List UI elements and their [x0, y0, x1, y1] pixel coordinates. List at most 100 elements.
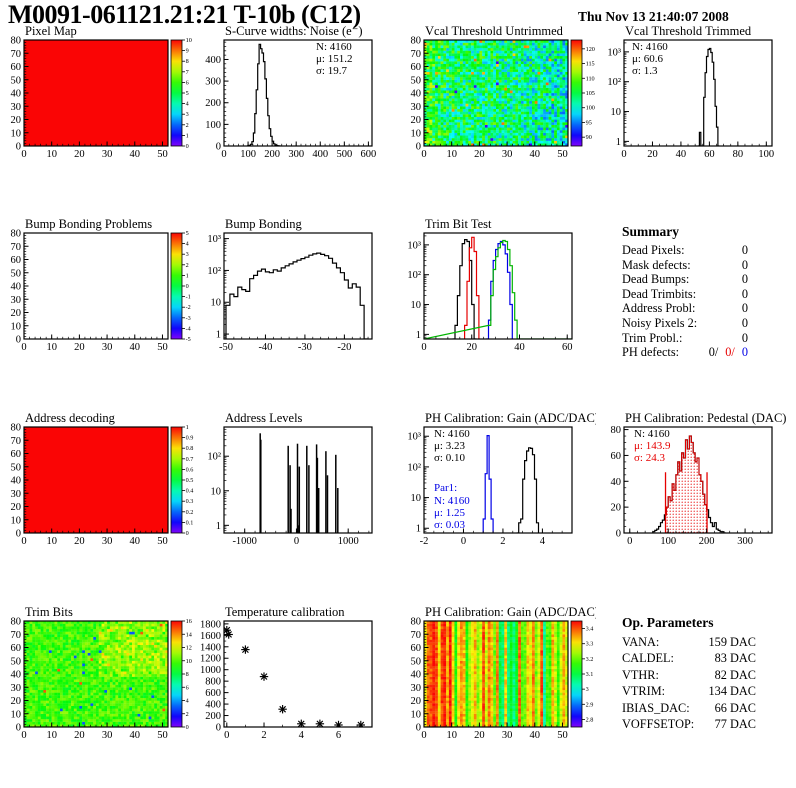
bump-bonding-problems-xtick: 20 — [74, 342, 85, 353]
ph-calibration-gain-map-ytick: 40 — [411, 670, 422, 681]
bump-bonding-problems-ytick: 40 — [11, 282, 22, 293]
summary-row-ph-defects: PH defects:0/0/0 — [622, 345, 748, 360]
scurve-noise-xtick: 0 — [221, 149, 226, 160]
bump-bonding-problems-xtick: 10 — [46, 342, 57, 353]
scurve-noise-xtick: 100 — [240, 149, 256, 160]
vcal-threshold-untrimmed-ytick: 0 — [416, 142, 421, 153]
pixel-map-colorbar-label: 3 — [186, 111, 189, 118]
bump-bonding-problems-ytick: 60 — [11, 255, 22, 266]
ph-calibration-gain-hist-stat: N: 4160 — [434, 495, 470, 507]
vcal-threshold-untrimmed-xtick: 40 — [530, 149, 541, 160]
bump-bonding-ytick: 10 — [211, 298, 222, 309]
temperature-calibration-ytick: 800 — [205, 677, 221, 688]
ph-calibration-pedestal-stat: σ: 24.3 — [634, 452, 665, 464]
summary-row-value: 0 — [742, 272, 748, 287]
vcal-threshold-untrimmed-ytick: 50 — [411, 75, 422, 86]
trim-bits-colorbar-label: 0 — [186, 724, 189, 731]
vcal-threshold-untrimmed-ytick: 60 — [411, 62, 422, 73]
op-parameters-heading: Op. Parameters — [622, 615, 756, 631]
ph-calibration-gain-map-xtick: 50 — [557, 730, 568, 741]
ph-calibration-gain-map-colorbar — [571, 621, 582, 727]
address-decoding-xtick: 0 — [21, 536, 26, 547]
bump-bonding-xtick: -50 — [219, 342, 233, 353]
ph-calibration-gain-map-ytick: 60 — [411, 643, 422, 654]
address-levels-ytick: 1 — [216, 521, 221, 532]
ph-calibration-gain-map-colorbar-label: 3.2 — [586, 656, 594, 663]
bump-bonding-problems-ytick: 80 — [11, 229, 22, 240]
ph-calibration-gain-map-title: PH Calibration: Gain (ADC/DAC) — [425, 605, 596, 619]
timestamp: Thu Nov 13 21:40:07 2008 — [578, 9, 729, 25]
ph-defects-value: 0/ — [709, 345, 719, 359]
pixel-map-ytick: 30 — [11, 102, 22, 113]
pixel-map-colorbar-label: 10 — [186, 37, 192, 44]
temperature-calibration-ytick: 1600 — [200, 631, 221, 642]
trim-bit-test-xtick: 20 — [466, 342, 477, 353]
ph-calibration-gain-map-ytick: 70 — [411, 630, 422, 641]
address-decoding-xtick: 40 — [130, 536, 141, 547]
trim-bits-colorbar-label: 16 — [186, 618, 192, 625]
ph-calibration-gain-hist-ytick: 10³ — [407, 432, 421, 443]
address-decoding-colorbar-label: 0.7 — [186, 456, 194, 463]
bump-bonding-problems-colorbar-label: -3 — [186, 315, 191, 322]
ph-calibration-gain-map-ytick: 0 — [416, 723, 421, 734]
temperature-calibration-xtick: 4 — [299, 730, 305, 741]
vcal-threshold-untrimmed-title: Vcal Threshold Untrimmed — [425, 24, 564, 38]
address-decoding-colorbar-label: 0.4 — [186, 488, 194, 495]
trim-bits-ytick: 70 — [11, 630, 22, 641]
trim-bit-test-xtick: 60 — [562, 342, 573, 353]
address-decoding-colorbar-label: 0.1 — [186, 519, 194, 526]
address-decoding-colorbar-label: 0.5 — [186, 477, 194, 484]
ph-calibration-gain-map-ytick: 20 — [411, 696, 422, 707]
vcal-threshold-untrimmed-ytick: 30 — [411, 102, 422, 113]
bump-bonding-problems-colorbar-label: -1 — [186, 294, 191, 301]
bump-bonding-problems-colorbar-label: 1 — [186, 272, 189, 279]
trim-bits-xtick: 20 — [74, 730, 85, 741]
ph-calibration-gain-map-colorbar-label: 3.1 — [586, 671, 594, 678]
trim-bits-colorbar-label: 2 — [186, 711, 189, 718]
trim-bits-xtick: 30 — [102, 730, 113, 741]
pixel-map-colorbar-label: 5 — [186, 90, 189, 97]
bump-bonding-problems-title: Bump Bonding Problems — [25, 217, 152, 231]
summary-row: Dead Trimbits:0 — [622, 287, 748, 302]
op-parameter-row-value: 83 DAC — [715, 650, 756, 666]
vcal-threshold-trimmed-xtick: 40 — [676, 149, 687, 160]
trim-bits-ytick: 10 — [11, 709, 22, 720]
trim-bits-colorbar-label: 14 — [186, 631, 192, 638]
trim-bits-colorbar-label: 6 — [186, 684, 189, 691]
vcal-threshold-trimmed-stat: N: 4160 — [632, 41, 668, 53]
ph-calibration-gain-map-chart: PH Calibration: Gain (ADC/DAC)2.82.933.1… — [400, 605, 596, 783]
op-parameter-row: IBIAS_DAC:66 DAC — [622, 700, 756, 716]
address-decoding-colorbar-label: 1 — [186, 424, 189, 431]
ph-calibration-gain-hist-title: PH Calibration: Gain (ADC/DAC) — [425, 411, 596, 425]
bump-bonding-problems-colorbar-label: -2 — [186, 304, 191, 311]
vcal-threshold-trimmed-xtick: 100 — [758, 149, 774, 160]
summary-row-label: Mask defects: — [622, 258, 691, 273]
vcal-threshold-untrimmed-ytick: 80 — [411, 36, 422, 47]
vcal-threshold-trimmed-xtick: 20 — [647, 149, 658, 160]
vcal-threshold-trimmed-xtick: 80 — [733, 149, 744, 160]
ph-defects-value: 0/ — [725, 345, 735, 359]
op-parameter-row: VOFFSETOP:77 DAC — [622, 716, 756, 732]
address-levels-xtick: 1000 — [338, 536, 359, 547]
ph-calibration-gain-hist-stat: σ: 0.03 — [434, 519, 465, 531]
temperature-calibration-ytick: 400 — [205, 700, 221, 711]
op-parameter-row-label: VTRIM: — [622, 683, 665, 699]
trim-bits-ytick: 60 — [11, 643, 22, 654]
bump-bonding-problems-ytick: 70 — [11, 242, 22, 253]
address-decoding-ytick: 80 — [11, 423, 22, 434]
ph-calibration-pedestal-title: PH Calibration: Pedestal (DAC) — [625, 411, 786, 425]
trim-bits-ytick: 20 — [11, 696, 22, 707]
summary-row-label: Trim Probl.: — [622, 331, 682, 346]
summary-row: Dead Bumps:0 — [622, 272, 748, 287]
